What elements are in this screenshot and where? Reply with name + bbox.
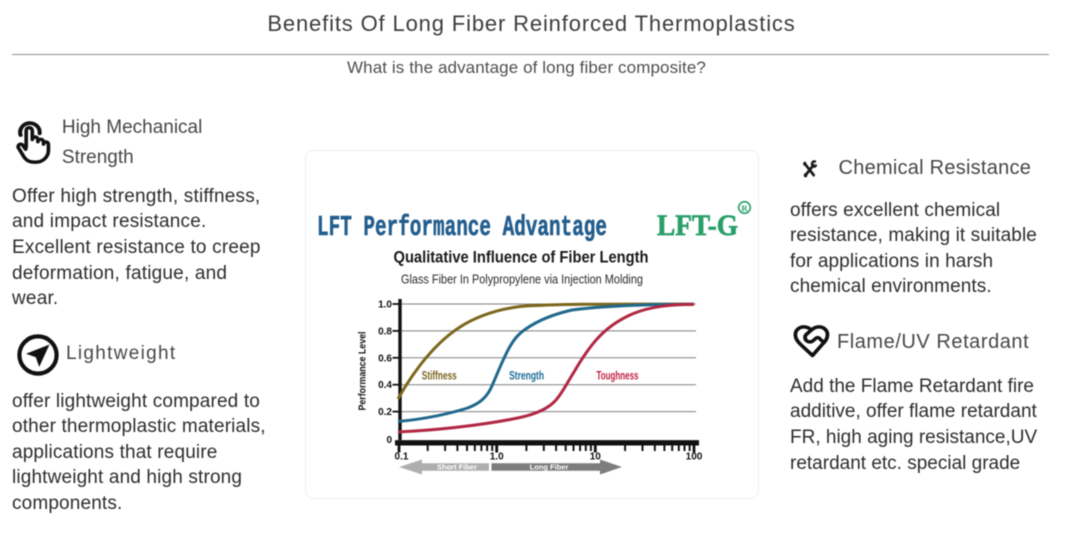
svg-text:0.2: 0.2	[378, 407, 392, 418]
svg-text:Short Fiber: Short Fiber	[437, 463, 477, 472]
svg-text:Performance Level: Performance Level	[356, 331, 368, 410]
svg-text:0.6: 0.6	[378, 353, 392, 364]
svg-text:0.1: 0.1	[395, 452, 409, 463]
svg-text:Stiffness: Stiffness	[422, 368, 457, 382]
svg-text:Strength: Strength	[509, 368, 544, 382]
svg-text:0.8: 0.8	[378, 326, 392, 337]
svg-text:1.0: 1.0	[490, 452, 504, 463]
svg-text:100: 100	[686, 452, 703, 463]
svg-text:1.0: 1.0	[378, 300, 392, 311]
svg-text:Glass Fiber In Polypropylene v: Glass Fiber In Polypropylene via Injecti…	[401, 272, 643, 287]
svg-text:0.4: 0.4	[378, 380, 392, 391]
svg-text:Long Fiber: Long Fiber	[530, 463, 569, 472]
svg-text:10: 10	[590, 452, 602, 463]
svg-text:Qualitative Influence of Fiber: Qualitative Influence of Fiber Length	[394, 248, 649, 267]
svg-text:LFT Performance Advantage: LFT Performance Advantage	[317, 211, 607, 244]
svg-text:LFT-G: LFT-G	[657, 209, 738, 242]
svg-text:Toughness: Toughness	[597, 368, 639, 382]
svg-text:0: 0	[386, 435, 392, 446]
svg-text:R: R	[741, 203, 748, 213]
